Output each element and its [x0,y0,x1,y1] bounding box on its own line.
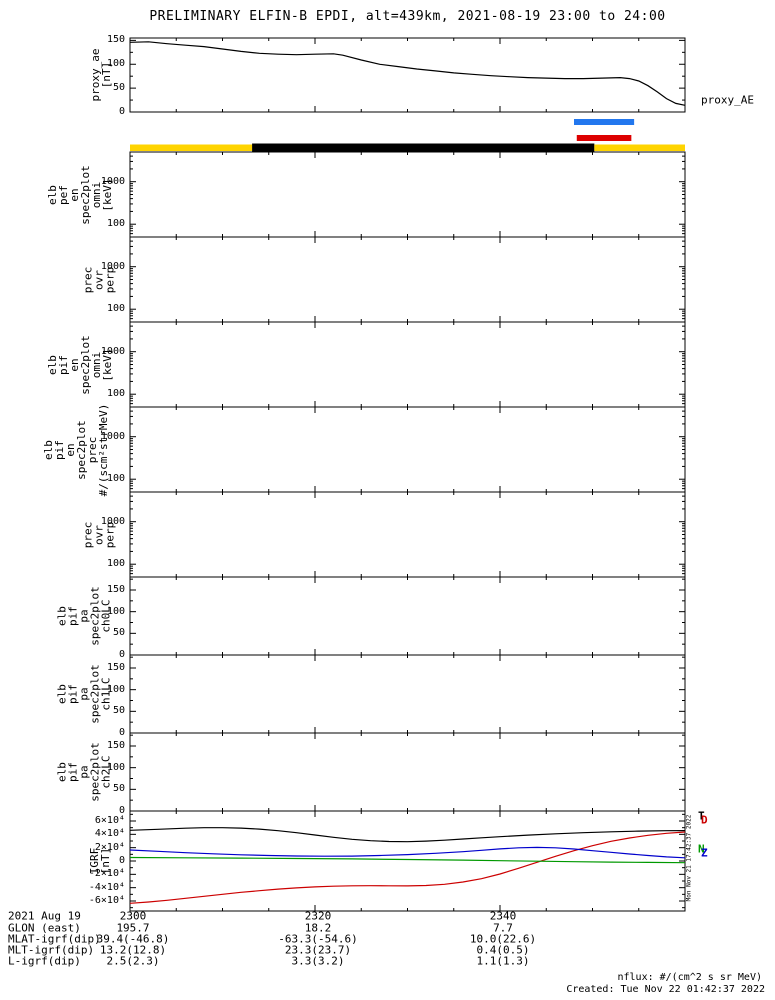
panel-igrf [129,810,686,912]
panel-frame-elb_pif_pa_spec2plot_ch0LC [129,576,686,656]
panel-frame-proxy_ae [129,37,686,113]
panel-elb_pef_en_spec2plot_omni [129,151,686,238]
panel-frame-elb_pif_en_spec2plot_omni [129,321,686,408]
side-timestamp: Mon Nov 21 17:42:37 2022 [685,814,693,902]
orbit-track-bar-segment-1 [252,143,595,152]
series-line-igrf-D [129,831,686,904]
footer-nflux-units: nflux: #/(cm^2 s sr MeV) [617,972,763,983]
panel-frame-elb_pif_en_spec2plot_prec [129,406,686,493]
panel-prec_ovr_perp_b [129,491,686,578]
blue-availability-bar [574,119,635,125]
panel-frame-prec_ovr_perp_b [129,491,686,578]
red-availability-bar [576,135,632,141]
panel-elb_pif_pa_spec2plot_ch2LC [129,732,686,812]
panel-frame-prec_ovr_perp_a [129,236,686,323]
panel-frame-elb_pif_pa_spec2plot_ch1LC [129,654,686,734]
panel-proxy_ae [129,37,686,113]
panel-elb_pif_en_spec2plot_prec [129,406,686,493]
panel-frame-elb_pef_en_spec2plot_omni [129,151,686,238]
panel-frame-igrf [129,810,686,912]
series-line-proxy_ae-proxy_AE [129,41,686,106]
panel-elb_pif_pa_spec2plot_ch1LC [129,654,686,734]
footer-created-timestamp: Created: Tue Nov 22 01:42:37 2022 [566,984,765,995]
series-line-igrf-N [129,856,686,864]
orbit-track-bar-segment-2 [594,144,685,151]
panel-frame-elb_pif_pa_spec2plot_ch2LC [129,732,686,812]
panel-elb_pif_pa_spec2plot_ch0LC [129,576,686,656]
series-line-igrf-Z [129,846,686,859]
plot-title: PRELIMINARY ELFIN-B EPDI, alt=439km, 202… [149,9,666,24]
panel-elb_pif_en_spec2plot_omni [129,321,686,408]
orbit-track-bar-segment-0 [130,144,253,151]
science-zone-bars [130,119,685,152]
series-line-igrf-T [129,827,686,843]
proxy-ae-series-label: proxy_AE [701,93,754,107]
panel-prec_ovr_perp_a [129,236,686,323]
